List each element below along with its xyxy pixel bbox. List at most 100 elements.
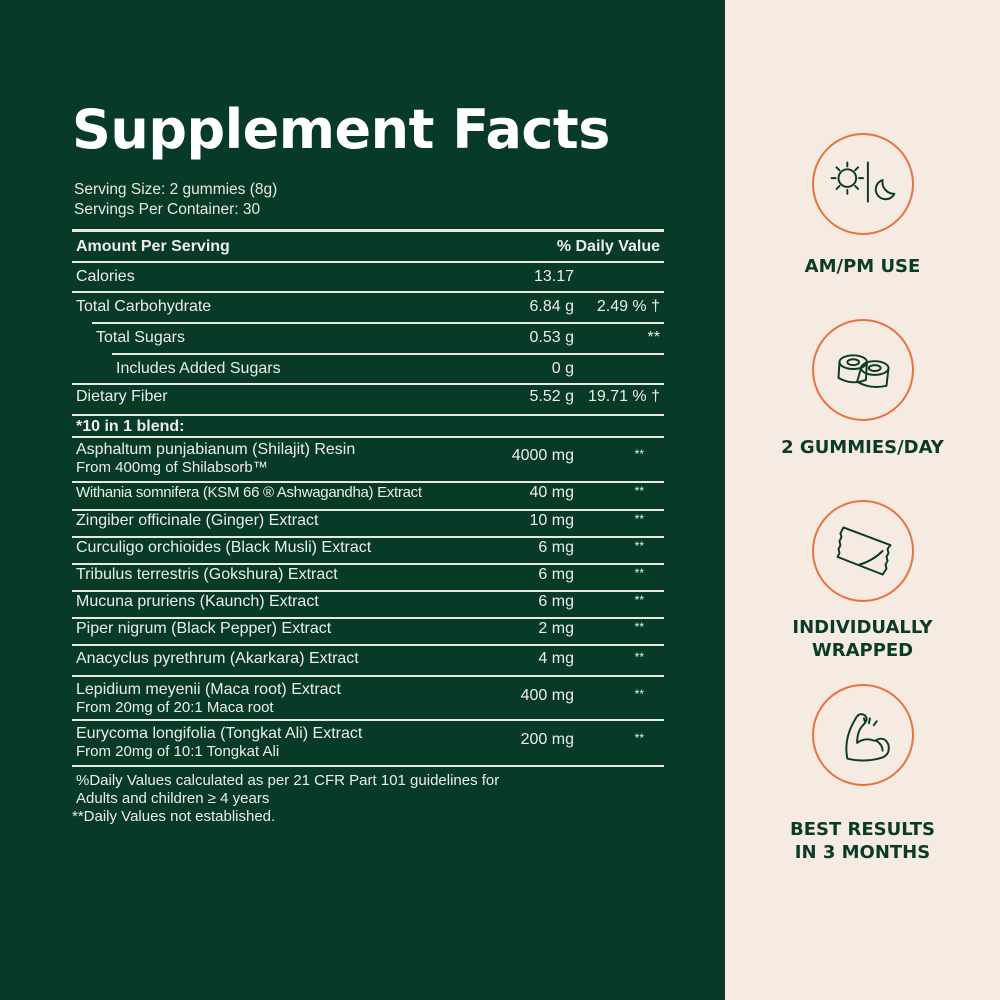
divider — [72, 590, 664, 592]
feature-label: 2 GUMMIES/DAY — [725, 436, 1000, 459]
ingredient-dv: ** — [634, 731, 644, 745]
flexed-arm-badge — [812, 684, 914, 786]
nutrient-name: Dietary Fiber — [76, 388, 168, 405]
ingredient-name: Curculigo orchioides (Black Musli) Extra… — [76, 539, 371, 557]
ingredient-dv: ** — [634, 593, 644, 607]
feature-label: BEST RESULTS IN 3 MONTHS — [725, 818, 1000, 864]
ingredient-name: Eurycoma longifolia (Tongkat Ali) Extrac… — [76, 725, 362, 761]
divider — [72, 291, 664, 293]
nutrient-name: Total Carbohydrate — [76, 298, 212, 315]
divider — [72, 675, 664, 677]
divider — [72, 563, 664, 565]
ingredient-dv: ** — [634, 484, 644, 498]
gummies-icon — [837, 354, 890, 388]
nutrient-amount: 0.53 g — [529, 329, 574, 346]
ingredient-amount: 200 mg — [520, 731, 574, 748]
divider — [72, 414, 664, 416]
ingredient-name: Asphaltum punjabianum (Shilajit) Resin Fr… — [76, 441, 355, 477]
ingredient-amount: 4 mg — [538, 650, 574, 667]
feature-label-line: WRAPPED — [811, 640, 914, 661]
ingredient-title: Zingiber officinale (Ginger) Extract — [76, 512, 319, 529]
features-panel: AM/PM USE 2 GUMMIES/DAY INDIVIDUALLY WRAPPE… — [725, 0, 1000, 1000]
ingredient-title: Curculigo orchioides (Black Musli) Extra… — [76, 539, 372, 556]
ingredient-dv: ** — [634, 566, 644, 580]
servings-per-container: Servings Per Container: 30 — [74, 201, 261, 218]
divider — [72, 536, 664, 538]
feature-label-line: IN 3 MONTHS — [794, 842, 931, 863]
ingredient-dv: ** — [634, 650, 644, 664]
ingredient-name: Lepidium meyenii (Maca root) Extract From… — [76, 681, 341, 717]
nutrient-name: Total Sugars — [96, 329, 185, 346]
ingredient-amount: 6 mg — [538, 566, 574, 583]
divider — [72, 617, 664, 619]
ingredient-name: Anacyclus pyrethrum (Akarkara) Extract — [76, 650, 359, 668]
ingredient-dv: ** — [634, 512, 644, 526]
footnote: Adults and children ≥ 4 years — [76, 790, 270, 807]
ingredient-source: From 20mg of 10:1 Tongkat Ali — [76, 743, 280, 760]
divider — [72, 481, 664, 483]
feature-label-line: 2 GUMMIES/DAY — [781, 437, 944, 458]
nutrient-name: Calories — [76, 268, 135, 285]
nutrient-dv: 19.71 % † — [587, 388, 660, 405]
ingredient-name: Mucuna pruriens (Kaunch) Extract — [76, 593, 319, 611]
ingredient-title: Mucuna pruriens (Kaunch) Extract — [76, 593, 319, 610]
ingredient-dv: ** — [634, 687, 644, 701]
ingredient-source: From 20mg of 20:1 Maca root — [76, 699, 274, 716]
nutrient-dv: 2.49 % † — [596, 298, 660, 315]
divider — [72, 509, 664, 511]
feature-label-line: AM/PM USE — [804, 256, 921, 277]
ingredient-title: Asphaltum punjabianum (Shilajit) Resin — [76, 441, 356, 458]
ingredient-source: From 400mg of Shilabsorb™ — [76, 459, 268, 476]
supplement-facts-panel: Supplement Facts Serving Size: 2 gummies… — [0, 0, 725, 1000]
ingredient-title: Eurycoma longifolia (Tongkat Ali) Extrac… — [76, 725, 363, 742]
ingredient-amount: 40 mg — [529, 484, 574, 501]
ingredient-name: Zingiber officinale (Ginger) Extract — [76, 512, 318, 530]
sun-moon-badge — [812, 133, 914, 235]
ingredient-name: Withania somnifera (KSM 66 ® Ashwagandha… — [76, 484, 422, 502]
nutrient-amount: 13.17 — [533, 268, 574, 285]
nutrient-amount: 6.84 g — [529, 298, 574, 315]
nutrient-amount: 5.52 g — [529, 388, 574, 405]
flexed-arm-icon — [845, 713, 890, 762]
ingredient-amount: 6 mg — [538, 593, 574, 610]
ingredient-amount: 4000 mg — [511, 447, 574, 464]
ingredient-amount: 10 mg — [529, 512, 574, 529]
gummies-badge — [812, 319, 914, 421]
ingredient-amount: 6 mg — [538, 539, 574, 556]
ingredient-title: Tribulus terrestris (Gokshura) Extract — [76, 566, 338, 583]
divider — [72, 229, 664, 232]
ingredient-amount: 400 mg — [520, 687, 574, 704]
feature-label-line: INDIVIDUALLY — [792, 617, 933, 638]
divider — [72, 436, 664, 438]
divider — [112, 353, 664, 355]
ingredient-dv: ** — [634, 447, 644, 461]
header-daily-value: % Daily Value — [556, 238, 660, 255]
divider — [72, 644, 664, 646]
serving-size: Serving Size: 2 gummies (8g) — [74, 181, 278, 198]
footnote: %Daily Values calculated as per 21 CFR P… — [76, 772, 500, 789]
divider — [92, 322, 664, 324]
divider — [72, 765, 664, 767]
ingredient-dv: ** — [634, 620, 644, 634]
header-amount: Amount Per Serving — [76, 238, 230, 255]
page-title: Supplement Facts — [72, 98, 610, 161]
nutrient-dv: ** — [647, 329, 660, 346]
ingredient-title: Anacyclus pyrethrum (Akarkara) Extract — [76, 650, 359, 667]
nutrient-name: Includes Added Sugars — [116, 360, 281, 377]
ingredient-title: Lepidium meyenii (Maca root) Extract — [76, 681, 341, 698]
divider — [72, 261, 664, 263]
ingredient-name: Tribulus terrestris (Gokshura) Extract — [76, 566, 338, 584]
feature-label: AM/PM USE — [725, 255, 1000, 278]
ingredient-dv: ** — [634, 539, 644, 553]
ingredient-title: Piper nigrum (Black Pepper) Extract — [76, 620, 332, 637]
ingredient-name: Piper nigrum (Black Pepper) Extract — [76, 620, 331, 638]
wrapper-icon — [836, 526, 892, 576]
ingredient-amount: 2 mg — [538, 620, 574, 637]
feature-label-line: BEST RESULTS — [790, 819, 935, 840]
sun-moon-icon — [830, 161, 896, 203]
blend-label: *10 in 1 blend: — [76, 418, 185, 435]
feature-label: INDIVIDUALLY WRAPPED — [725, 616, 1000, 662]
divider — [72, 383, 664, 385]
wrapper-badge — [812, 500, 914, 602]
ingredient-title: Withania somnifera (KSM 66 ® Ashwagandha… — [76, 484, 422, 501]
